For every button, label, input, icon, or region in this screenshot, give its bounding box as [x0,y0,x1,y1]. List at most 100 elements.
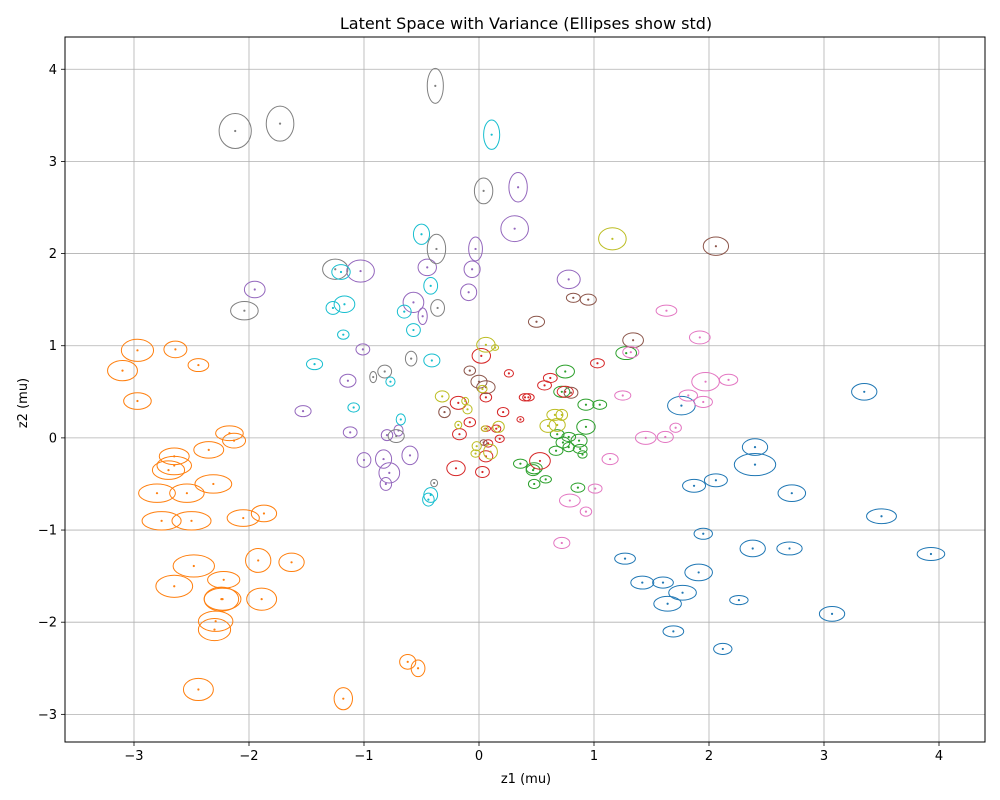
mu-point [475,445,478,448]
std-ellipse [393,424,404,437]
mu-point [569,391,573,394]
mu-point [674,426,677,429]
std-ellipse [171,511,212,531]
std-ellipse [468,236,483,262]
mu-point [207,448,210,451]
std-ellipse [590,358,605,369]
mu-point [421,315,424,318]
mu-point [697,571,700,574]
mu-point [644,436,647,439]
std-ellipse [916,547,946,561]
std-ellipse [503,369,514,378]
mu-point [457,423,460,427]
mu-point [721,647,724,651]
mu-point [243,309,246,312]
std-ellipse [250,504,278,523]
mu-point [232,439,236,442]
std-ellipse [539,418,557,433]
mu-point [301,410,305,413]
mu-point [621,394,624,397]
std-ellipse [380,429,394,442]
std-ellipse [713,642,733,655]
std-ellipse [346,259,375,283]
mu-point [408,454,412,457]
y-tick-label: 1 [49,339,57,354]
std-ellipse [546,408,564,421]
mu-point [454,467,458,470]
mu-point [352,406,355,409]
std-ellipse [553,536,571,549]
std-ellipse [572,443,588,455]
mu-point [346,379,349,382]
mu-point [863,390,866,393]
mu-point [403,310,406,313]
std-ellipse [265,105,295,142]
std-ellipse [527,315,546,328]
std-ellipse [559,493,581,508]
std-ellipse [194,474,233,494]
mu-point [513,227,516,230]
std-ellipse [539,475,552,484]
std-ellipse [563,386,579,399]
mu-point [466,408,469,411]
mu-point [468,369,471,372]
mu-point [173,464,176,467]
mu-point [197,363,200,367]
mu-point [538,459,542,463]
std-ellipse [417,307,428,326]
mu-point [661,581,665,584]
std-ellipse [669,422,682,433]
std-ellipse [733,453,777,477]
std-ellipse [197,618,232,642]
std-ellipse [634,430,657,445]
mu-point [584,510,588,513]
mu-point [523,396,527,399]
x-tick-label: 3 [820,749,828,764]
mu-point [790,492,793,495]
std-ellipse [218,112,252,150]
series-1 [614,383,946,655]
std-ellipse [598,227,627,251]
mu-point [587,298,590,301]
mu-point [495,427,498,430]
std-ellipse [702,236,730,256]
y-tick-label: −3 [38,708,57,723]
mu-point [342,333,345,336]
mu-point [467,291,470,294]
std-ellipse [446,460,466,477]
mu-point [572,296,575,299]
std-ellipse [356,452,372,468]
mu-point [434,84,437,87]
y-tick-label: 0 [49,431,57,446]
mu-point [533,482,536,486]
std-ellipse [387,429,405,443]
std-ellipse [417,258,437,277]
std-ellipse [187,358,210,373]
mu-point [399,418,402,421]
mu-point [517,186,520,189]
mu-point [880,515,883,518]
std-ellipse [667,395,696,416]
std-ellipse [438,406,451,419]
mu-point [714,479,718,482]
std-ellipse [123,392,152,410]
mu-point [543,384,546,387]
std-ellipse [454,420,463,430]
std-ellipse [156,455,192,476]
mu-point [704,380,707,383]
std-ellipse [410,659,426,678]
std-ellipse [430,478,439,488]
std-ellipse [470,449,481,458]
mu-point [527,396,530,399]
std-ellipse [278,552,305,573]
std-ellipse [155,574,194,598]
mu-point [339,270,343,274]
std-ellipse [423,277,439,295]
mu-point [242,516,245,520]
std-ellipse [449,395,467,410]
std-ellipse [662,625,685,638]
plot-frame [64,36,986,743]
mu-point [234,129,237,133]
mu-point [331,306,335,310]
mu-point [474,247,477,251]
